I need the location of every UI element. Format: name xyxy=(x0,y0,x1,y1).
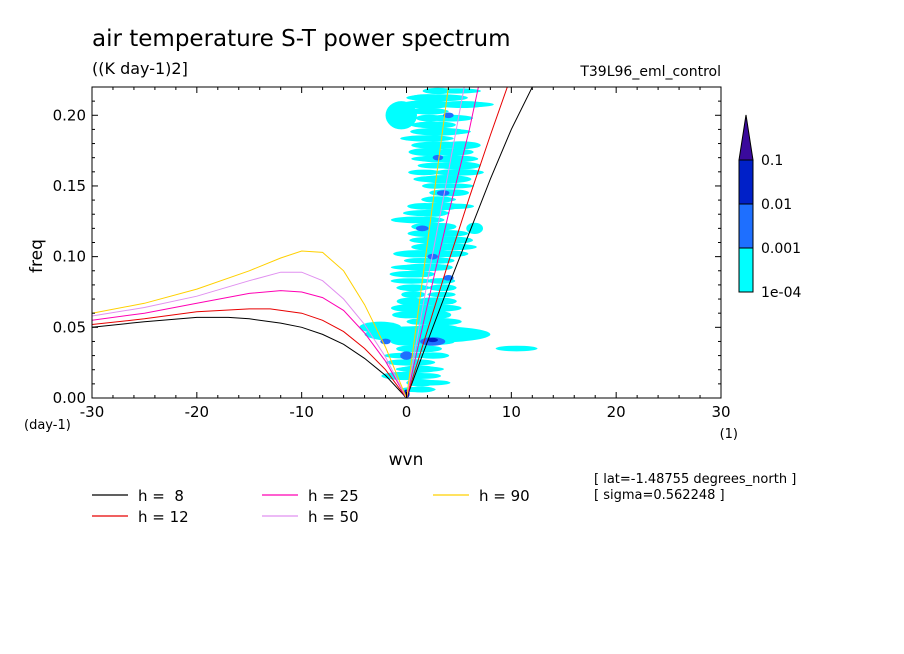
series-line-2 xyxy=(92,87,479,398)
colorbar-label: 1e-04 xyxy=(761,285,801,301)
contour-band-segment xyxy=(411,94,468,102)
colorbar-segment-1 xyxy=(738,203,754,249)
contour-band-segment xyxy=(402,210,450,217)
contour-band-segment xyxy=(390,304,437,313)
contour-blob xyxy=(364,325,491,343)
series-line-4 xyxy=(92,87,449,398)
contour-band-segment xyxy=(428,149,467,155)
contour-band-segment xyxy=(419,175,472,184)
contour-band-segment xyxy=(407,229,458,238)
contour-blob xyxy=(385,101,417,130)
axis-ticks: -30 -20 -10 0 10 20 30 0.00 0.05 0.10 0.15 0.20 xyxy=(53,86,731,421)
x-tick-label: 0 xyxy=(402,403,412,421)
contour-blob xyxy=(495,345,538,352)
contour-band-segment xyxy=(401,291,426,298)
contour-blob xyxy=(427,253,438,260)
contour-band-segment xyxy=(413,121,456,129)
dispersion-curves xyxy=(92,87,533,398)
contour-band-segment xyxy=(436,161,481,170)
contour-blob xyxy=(436,190,450,196)
series-line-3 xyxy=(92,87,465,398)
contour-band-segment xyxy=(432,203,475,210)
legend-label-4: h = 90 xyxy=(479,487,530,505)
chart-units: ((K day-1)2] xyxy=(92,59,188,78)
y-tick-label: 0.05 xyxy=(53,318,86,336)
legend: h = 8 h = 12 h = 25 h = 50 h = 90 xyxy=(92,487,530,526)
contour-band-segment xyxy=(400,365,438,373)
contour-band-segment xyxy=(396,284,431,291)
contour-band-segment xyxy=(406,318,436,325)
contour-blob xyxy=(443,112,454,119)
run-label: T39L96_eml_control xyxy=(579,64,721,80)
y-tick-label: 0.15 xyxy=(53,177,86,195)
series-line-0 xyxy=(92,87,533,398)
colorbar-label: 0.001 xyxy=(761,241,801,257)
legend-label-0: h = 8 xyxy=(138,487,184,505)
y-unit-label: (day-1) xyxy=(24,418,71,433)
contour-band-segment xyxy=(411,108,448,115)
legend-label-3: h = 50 xyxy=(308,508,359,526)
contour-band-segment xyxy=(390,216,444,224)
y-tick-label: 0.20 xyxy=(53,106,86,124)
contour-band-segment xyxy=(421,196,457,203)
contour-band-segment xyxy=(422,87,454,95)
contour-band-segment xyxy=(415,114,443,122)
colorbar-label: 0.1 xyxy=(761,153,783,169)
legend-label-2: h = 25 xyxy=(308,487,359,505)
colorbar-segment-0 xyxy=(738,247,754,293)
colorbar-segment-2 xyxy=(738,159,754,205)
x-tick-label: -10 xyxy=(289,403,314,421)
x-unit-label: (1) xyxy=(720,427,738,442)
colorbar-extend-arrow xyxy=(738,114,754,161)
contour-band-segment xyxy=(427,222,457,231)
x-tick-label: -20 xyxy=(185,403,210,421)
x-tick-label: 30 xyxy=(711,403,730,421)
y-tick-label: 0.10 xyxy=(53,248,86,266)
legend-label-1: h = 12 xyxy=(138,508,189,526)
contour-band-segment xyxy=(407,203,443,210)
annotation-lat: [ lat=-1.48755 degrees_north ] xyxy=(594,472,796,487)
contour-blob xyxy=(432,154,444,161)
contour-band-segment xyxy=(423,183,475,189)
contour-band-segment xyxy=(390,278,433,284)
contour-fill xyxy=(359,81,538,398)
contour-band-segment xyxy=(416,135,451,142)
contour-blob xyxy=(400,351,413,360)
contour-band-segment xyxy=(414,297,457,306)
contour-band-segment xyxy=(428,128,471,135)
annotation-sigma: [ sigma=0.562248 ] xyxy=(594,488,725,503)
contour-band-segment xyxy=(417,257,455,264)
series-line-1 xyxy=(92,87,508,398)
contour-band-segment xyxy=(428,284,457,292)
colorbar: 1e-04 0.001 0.01 0.1 xyxy=(738,114,801,301)
contour-band-segment xyxy=(441,141,481,150)
contour-blob xyxy=(415,225,429,232)
contour-band-segment xyxy=(422,81,479,86)
chart-title: air temperature S-T power spectrum xyxy=(92,26,511,52)
x-tick-label: -30 xyxy=(80,403,105,421)
x-axis-label: wvn xyxy=(389,450,424,470)
contour-blob xyxy=(466,222,484,235)
contour-band-segment xyxy=(408,169,440,176)
contour-blob xyxy=(427,337,438,343)
x-tick-label: 10 xyxy=(502,403,521,421)
y-tick-label: 0.00 xyxy=(53,389,86,407)
contour-band-segment xyxy=(390,264,441,271)
x-tick-label: 20 xyxy=(607,403,626,421)
contour-band-segment xyxy=(437,101,488,109)
y-axis-label: freq xyxy=(27,239,47,273)
colorbar-label: 0.01 xyxy=(761,197,792,213)
contour-band-segment xyxy=(427,291,456,298)
